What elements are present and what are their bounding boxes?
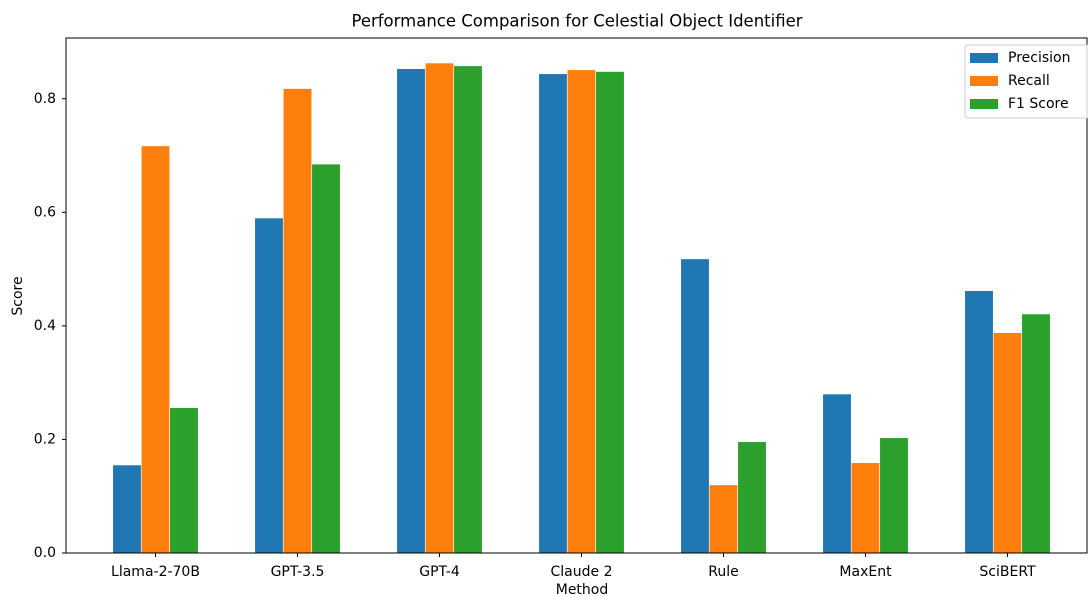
x-tick-label: Claude 2 [551,564,613,580]
y-tick-label: 0.6 [34,204,56,220]
bar [566,69,597,554]
x-tick-label: MaxEnt [839,564,892,580]
x-tick-label: SciBERT [979,564,1036,580]
plot-frame [65,37,1088,554]
legend-swatch [970,99,998,109]
bar [879,437,909,554]
bar [424,62,455,554]
bar [595,71,625,554]
y-tick-label: 0.0 [34,545,56,561]
bar [992,332,1023,554]
bar [822,393,852,554]
bar [964,290,994,554]
legend-label: Recall [1008,73,1050,89]
legend-swatch [970,53,998,63]
x-tick-label: Llama-2-70B [111,564,200,580]
x-axis-label: Method [556,582,609,597]
y-tick-label: 0.2 [34,431,56,447]
chart-title: Performance Comparison for Celestial Obj… [351,12,802,31]
bar [680,258,710,554]
y-tick-label: 0.8 [34,91,56,107]
bar [1021,313,1051,554]
bar [708,484,739,554]
bar [254,217,284,554]
bar [140,145,171,554]
bar [282,88,313,554]
bar [311,163,341,554]
y-tick-label: 0.4 [34,318,56,334]
legend-swatch [970,76,998,86]
bar [112,464,142,554]
bar [169,407,199,554]
legend-label: F1 Score [1008,96,1069,112]
bar [538,73,568,554]
y-axis-label: Score [10,276,26,315]
bar [850,462,881,554]
bar [396,68,426,554]
x-tick-label: Rule [708,564,738,580]
bar [453,65,483,554]
legend-label: Precision [1008,50,1070,66]
bar [737,441,767,554]
x-tick-label: GPT-4 [419,564,460,580]
x-tick-label: GPT-3.5 [271,564,325,580]
